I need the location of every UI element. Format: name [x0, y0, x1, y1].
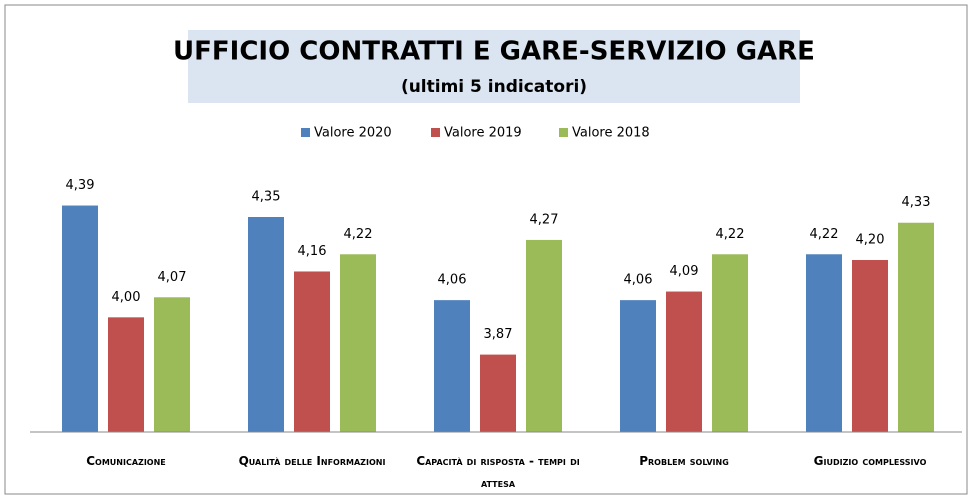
- data-label: 3,87: [484, 327, 513, 342]
- bar: [620, 300, 656, 432]
- x-tick-label: Comunicazione: [86, 454, 166, 468]
- bar: [294, 271, 330, 432]
- data-label: 4,22: [344, 227, 373, 242]
- bar: [434, 300, 470, 432]
- bar: [898, 222, 934, 432]
- legend-label: Valore 2019: [444, 126, 522, 141]
- chart-subtitle: (ultimi 5 indicatori): [401, 77, 587, 97]
- bar: [248, 217, 284, 432]
- data-label: 4,09: [670, 264, 699, 279]
- data-label: 4,33: [902, 195, 931, 210]
- bar: [108, 317, 144, 432]
- data-label: 4,22: [810, 227, 839, 242]
- title-box: [188, 30, 800, 103]
- bar: [526, 239, 562, 432]
- bar: [154, 297, 190, 432]
- bar: [666, 291, 702, 432]
- legend-swatch: [301, 128, 310, 137]
- data-label: 4,16: [298, 244, 327, 259]
- legend-swatch: [431, 128, 440, 137]
- chart-title: UFFICIO CONTRATTI E GARE-SERVIZIO GARE: [173, 37, 815, 67]
- bar: [852, 260, 888, 432]
- bar: [480, 354, 516, 432]
- data-label: 4,20: [856, 233, 885, 248]
- bar: [340, 254, 376, 432]
- data-label: 4,06: [624, 273, 653, 288]
- bar: [62, 205, 98, 432]
- bar: [712, 254, 748, 432]
- data-label: 4,27: [530, 212, 559, 227]
- data-label: 4,06: [438, 273, 467, 288]
- legend-swatch: [559, 128, 568, 137]
- x-tick-label: Qualità delle Informazioni: [238, 454, 386, 468]
- data-label: 4,39: [66, 178, 95, 193]
- x-tick-label: Giudizio complessivo: [813, 454, 927, 468]
- legend-label: Valore 2018: [572, 126, 650, 141]
- x-tick-label: Problem solving: [639, 454, 729, 468]
- data-label: 4,35: [252, 190, 281, 205]
- x-tick-label: Capacità di risposta - tempi di attesa: [416, 454, 580, 490]
- legend-label: Valore 2020: [314, 126, 392, 141]
- bar: [806, 254, 842, 432]
- data-label: 4,22: [716, 227, 745, 242]
- data-label: 4,00: [112, 290, 141, 305]
- data-label: 4,07: [158, 270, 187, 285]
